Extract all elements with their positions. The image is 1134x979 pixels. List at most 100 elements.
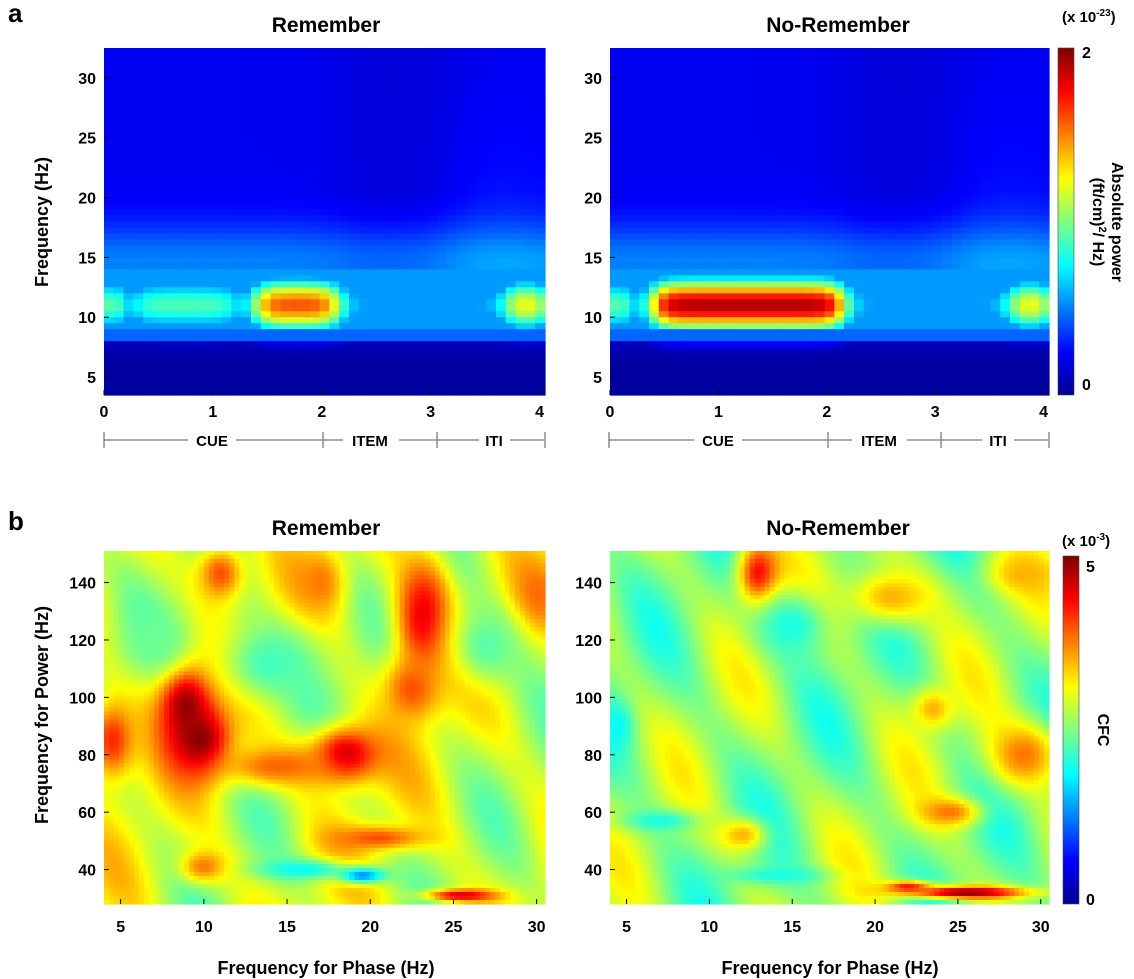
heatmap-cell <box>114 233 124 240</box>
heatmap-cell <box>756 138 766 145</box>
heatmap-cell <box>525 102 535 109</box>
heatmap-cell <box>290 198 300 205</box>
heatmap-cell <box>922 222 932 229</box>
heatmap-cell <box>825 192 835 199</box>
heatmap-cell <box>932 281 942 288</box>
heatmap-cell <box>202 305 212 312</box>
heatmap-cell <box>922 233 932 240</box>
heatmap-cell <box>506 222 516 229</box>
heatmap-cell <box>516 78 526 85</box>
heatmap-cell <box>873 198 883 205</box>
heatmap-cell <box>310 156 320 163</box>
heatmap-cell <box>447 150 457 157</box>
heatmap-cell <box>339 239 349 246</box>
heatmap-cell <box>669 311 679 318</box>
heatmap-cell <box>834 353 844 360</box>
heatmap-cell <box>124 305 134 312</box>
heatmap-cell <box>639 359 649 366</box>
heatmap-cell <box>815 156 825 163</box>
heatmap-cell <box>971 54 981 61</box>
heatmap-cell <box>153 90 163 97</box>
heatmap-cell <box>990 275 1000 282</box>
heatmap-cell <box>610 54 620 61</box>
heatmap-cell <box>961 54 971 61</box>
heatmap-cell <box>990 293 1000 300</box>
heatmap-cell <box>639 389 649 396</box>
heatmap-cell <box>300 114 310 121</box>
heatmap-cell <box>834 371 844 378</box>
heatmap-cell <box>457 293 467 300</box>
heatmap-cell <box>903 108 913 115</box>
heatmap-cell <box>912 311 922 318</box>
heatmap-cell <box>698 305 708 312</box>
heatmap-cell <box>727 341 737 348</box>
heatmap-cell <box>516 341 526 348</box>
heatmap-cell <box>864 96 874 103</box>
heatmap-cell <box>766 263 776 270</box>
heatmap-cell <box>212 186 222 193</box>
heatmap-cell <box>873 144 883 151</box>
heatmap-cell <box>359 216 369 223</box>
heatmap-cell <box>659 329 669 336</box>
heatmap-cell <box>883 281 893 288</box>
heatmap-cell <box>525 323 535 330</box>
heatmap-cell <box>678 222 688 229</box>
heatmap-cell <box>525 186 535 193</box>
heatmap-cell <box>678 245 688 252</box>
heatmap-cell <box>854 180 864 187</box>
heatmap-cell <box>610 144 620 151</box>
heatmap-cell <box>883 293 893 300</box>
heatmap-cell <box>192 275 202 282</box>
heatmap-cell <box>476 108 486 115</box>
heatmap-cell <box>300 78 310 85</box>
heatmap-cell <box>378 78 388 85</box>
heatmap-cell <box>971 156 981 163</box>
heatmap-cell <box>359 251 369 258</box>
heatmap-cell <box>981 263 991 270</box>
heatmap-cell <box>525 222 535 229</box>
heatmap-cell <box>231 371 241 378</box>
heatmap-cell <box>467 293 477 300</box>
heatmap-cell <box>408 329 418 336</box>
heatmap-cell <box>630 239 640 246</box>
heatmap-cell <box>398 156 408 163</box>
heatmap-cell <box>192 72 202 79</box>
heatmap-cell <box>418 317 428 324</box>
heatmap-cell <box>124 251 134 258</box>
heatmap-cell <box>408 162 418 169</box>
heatmap-cell <box>535 150 545 157</box>
heatmap-cell <box>153 210 163 217</box>
heatmap-cell <box>834 198 844 205</box>
heatmap-cell <box>639 186 649 193</box>
heatmap-cell <box>815 216 825 223</box>
heatmap-cell <box>280 281 290 288</box>
heatmap-cell <box>114 275 124 282</box>
heatmap-cell <box>525 162 535 169</box>
heatmap-cell <box>912 60 922 67</box>
heatmap-cell <box>467 329 477 336</box>
heatmap-cell <box>506 239 516 246</box>
heatmap-cell <box>192 54 202 61</box>
heatmap-cell <box>427 186 437 193</box>
heatmap-cell <box>457 257 467 264</box>
heatmap-cell <box>717 257 727 264</box>
heatmap-cell <box>961 383 971 390</box>
heatmap-cell <box>717 66 727 73</box>
heatmap-cell <box>163 96 173 103</box>
heatmap-cell <box>678 114 688 121</box>
heatmap-cell <box>173 54 183 61</box>
heatmap-cell <box>261 186 271 193</box>
heatmap-cell <box>398 48 408 55</box>
heatmap-cell <box>251 389 261 396</box>
heatmap-cell <box>467 257 477 264</box>
heatmap-cell <box>192 60 202 67</box>
heatmap-cell <box>766 281 776 288</box>
heatmap-cell <box>378 168 388 175</box>
heatmap-cell <box>182 72 192 79</box>
heatmap-cell <box>756 150 766 157</box>
heatmap-cell <box>688 66 698 73</box>
heatmap-cell <box>844 204 854 211</box>
heatmap-cell <box>942 84 952 91</box>
heatmap-cell <box>222 144 232 151</box>
heatmap-cell <box>320 263 330 270</box>
